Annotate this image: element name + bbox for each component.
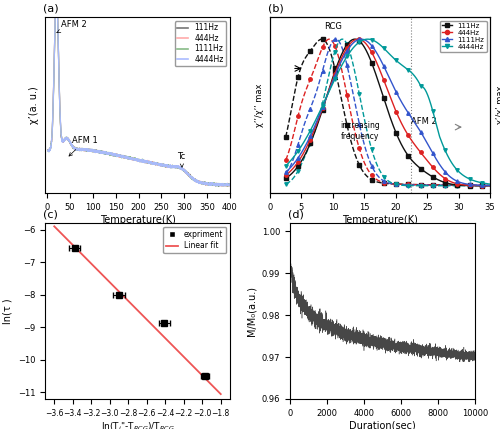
X-axis label: Temperature(K): Temperature(K) bbox=[342, 214, 418, 224]
Legend: 111Hz, 444Hz, 1111Hz, 4444Hz: 111Hz, 444Hz, 1111Hz, 4444Hz bbox=[440, 21, 486, 52]
Text: AFM 2: AFM 2 bbox=[57, 20, 86, 33]
Text: (a): (a) bbox=[43, 3, 59, 14]
Text: (c): (c) bbox=[43, 209, 58, 220]
Y-axis label: M/M₀(a.u.): M/M₀(a.u.) bbox=[246, 286, 256, 336]
Legend: expriment, Linear fit: expriment, Linear fit bbox=[163, 227, 226, 253]
Y-axis label: ln(τ ): ln(τ ) bbox=[2, 298, 12, 324]
Text: (d): (d) bbox=[288, 209, 304, 220]
Text: AFM 1: AFM 1 bbox=[69, 136, 98, 156]
Text: Tc: Tc bbox=[178, 151, 186, 167]
X-axis label: Duration(sec): Duration(sec) bbox=[349, 420, 416, 429]
Text: AFM 2: AFM 2 bbox=[412, 117, 437, 126]
Text: RCG: RCG bbox=[324, 22, 342, 31]
Text: (b): (b) bbox=[268, 3, 283, 14]
Legend: 111Hz, 444Hz, 1111Hz, 4444Hz: 111Hz, 444Hz, 1111Hz, 4444Hz bbox=[174, 21, 226, 66]
Text: increasing
frequency: increasing frequency bbox=[340, 121, 380, 141]
Y-axis label: χ’(a. u.): χ’(a. u.) bbox=[30, 86, 40, 124]
Y-axis label: χ’/χ’ max: χ’/χ’ max bbox=[496, 86, 500, 124]
X-axis label: Temperature(K): Temperature(K) bbox=[100, 214, 176, 224]
X-axis label: ln(T$_i$"-T$_{RCG}$)/T$_{RCG}$: ln(T$_i$"-T$_{RCG}$)/T$_{RCG}$ bbox=[100, 420, 174, 429]
Y-axis label: χ’’/χ’’ max: χ’’/χ’’ max bbox=[256, 83, 264, 127]
